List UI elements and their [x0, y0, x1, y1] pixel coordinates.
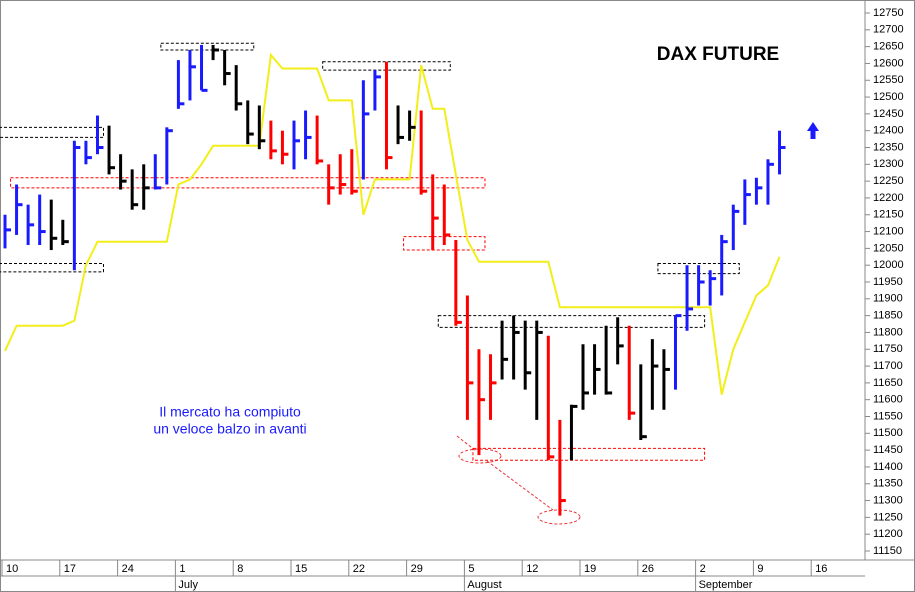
- x-tick-label: 24: [122, 563, 134, 575]
- x-tick-label: 5: [468, 563, 474, 575]
- y-tick-label: 11450: [873, 444, 903, 456]
- x-tick-label: 26: [642, 563, 654, 575]
- y-tick-label: 11350: [873, 478, 903, 490]
- y-tick-label: 11950: [873, 276, 903, 288]
- x-tick-label: 1: [179, 563, 185, 575]
- level-zone: [0, 263, 104, 273]
- y-tick-label: 12100: [873, 225, 904, 237]
- y-tick-label: 12150: [873, 209, 904, 221]
- y-tick-label: 12000: [873, 259, 904, 271]
- y-tick-label: 12250: [873, 175, 904, 187]
- x-tick-label: 2: [700, 563, 706, 575]
- level-zone: [160, 42, 255, 51]
- up-arrow: [807, 122, 819, 139]
- y-tick-label: 12400: [873, 125, 904, 137]
- level-zone: [0, 126, 104, 138]
- trend-line: [4, 52, 781, 395]
- y-tick-label: 12050: [873, 242, 904, 254]
- y-tick-label: 12200: [873, 192, 904, 204]
- y-tick-label: 11150: [873, 545, 902, 557]
- y-tick-label: 12550: [873, 74, 904, 86]
- chart-title: DAX FUTURE: [657, 44, 779, 65]
- x-tick-label: 17: [64, 563, 76, 575]
- y-tick-label: 11750: [873, 343, 903, 355]
- y-tick-label: 12300: [873, 158, 904, 170]
- y-tick-label: 11900: [873, 293, 903, 305]
- month-label: July: [178, 579, 198, 591]
- x-tick-label: 12: [526, 563, 538, 575]
- y-tick-label: 11400: [873, 461, 903, 473]
- y-tick-label: 12650: [873, 41, 904, 53]
- level-zone: [472, 447, 706, 461]
- x-tick-label: 15: [295, 563, 307, 575]
- y-tick-label: 11200: [873, 528, 903, 540]
- y-tick-label: 11600: [873, 394, 903, 406]
- y-tick-label: 12350: [873, 141, 904, 153]
- y-tick-label: 11650: [873, 377, 903, 389]
- y-tick-label: 12700: [873, 24, 904, 36]
- x-tick-label: 16: [815, 563, 827, 575]
- dashed-connector: [486, 460, 554, 511]
- annotation: Il mercato ha compiuto: [159, 404, 301, 420]
- y-tick-label: 11800: [873, 326, 903, 338]
- x-tick-label: 10: [6, 563, 18, 575]
- y-tick-label: 11500: [873, 427, 903, 439]
- y-tick-label: 12600: [873, 57, 904, 69]
- level-zone: [10, 177, 486, 189]
- y-tick-label: 11250: [873, 511, 903, 523]
- x-tick-label: 9: [757, 563, 763, 575]
- y-tick-label: 12750: [873, 7, 904, 19]
- y-tick-label: 11300: [873, 494, 903, 506]
- y-tick-label: 12450: [873, 108, 904, 120]
- x-tick-label: 19: [584, 563, 596, 575]
- level-zone: [322, 61, 451, 71]
- highlight-ellipse: [458, 448, 502, 464]
- month-label: August: [467, 579, 501, 591]
- month-label: September: [699, 579, 753, 591]
- highlight-ellipse: [537, 509, 581, 525]
- annotation: un veloce balzo in avanti: [153, 421, 306, 437]
- y-tick-label: 12500: [873, 91, 904, 103]
- x-tick-label: 8: [237, 563, 243, 575]
- x-tick-label: 29: [411, 563, 423, 575]
- y-tick-label: 11850: [873, 310, 903, 322]
- y-tick-label: 11700: [873, 360, 903, 372]
- level-zone: [437, 315, 706, 328]
- y-tick-label: 11550: [873, 410, 903, 422]
- x-tick-label: 22: [353, 563, 365, 575]
